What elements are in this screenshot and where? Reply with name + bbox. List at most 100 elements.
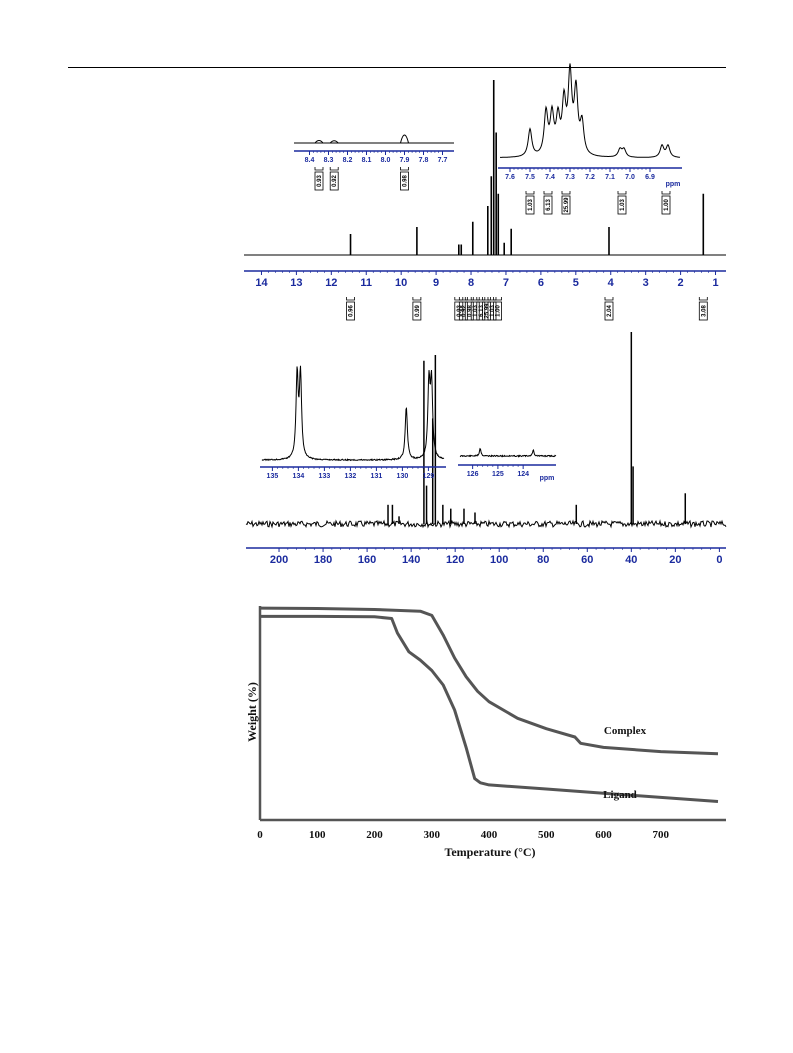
h-inset2-tick-label: 7.5 — [525, 174, 535, 181]
h-nmr-integral-box — [481, 301, 491, 321]
h-inset1-tick-label: 8.4 — [305, 157, 315, 164]
h-nmr-integral-box — [698, 301, 708, 321]
c-nmr-tick-label: 0 — [716, 554, 722, 566]
h-nmr-integral-box — [464, 301, 474, 321]
h-nmr-tick-label: 13 — [290, 277, 302, 289]
tga-tick-label: 400 — [481, 829, 498, 841]
c-inset2-trace — [459, 447, 557, 458]
h-inset1-bracket — [314, 167, 324, 171]
h-nmr-tick-label: 11 — [360, 277, 372, 289]
c-nmr-tick-label: 20 — [669, 554, 681, 566]
h-inset2-tick-label: 7.6 — [505, 174, 515, 181]
h-nmr-integral-label: 6.13 — [479, 305, 485, 317]
h-nmr-bracket — [470, 297, 480, 301]
h-nmr-tick-label: 8 — [468, 277, 474, 289]
h-inset2-tick-label: 7.2 — [585, 174, 595, 181]
c-inset1-tick-label: 129 — [423, 473, 435, 480]
h-inset2-integral-box — [617, 195, 627, 215]
c-inset2-tick-label: 125 — [492, 471, 504, 478]
h-nmr-bracket — [476, 297, 486, 301]
h-inset1-integral-box — [314, 171, 324, 191]
c-nmr-tick-label: 80 — [537, 554, 549, 566]
h-nmr-bracket — [454, 297, 464, 301]
h-inset2-unit: ppm — [666, 181, 681, 188]
tga-series-label: Ligand — [603, 789, 637, 801]
c-nmr-tick-label: 180 — [314, 554, 332, 566]
tga-tick-label: 0 — [257, 829, 263, 841]
h-nmr-integral-box — [454, 301, 464, 321]
h-nmr-bracket — [464, 297, 474, 301]
h-inset2-bracket — [543, 191, 553, 195]
tga-series-ligand — [260, 614, 719, 803]
h-nmr-tick-label: 5 — [573, 277, 579, 289]
h-inset1-integral-box — [329, 171, 339, 191]
h-nmr-integral-label: 3.08 — [701, 305, 707, 317]
h-inset2-tick-label: 7.0 — [625, 174, 635, 181]
h-nmr-bracket — [458, 297, 468, 301]
h-inset2-integral-label: 1.03 — [528, 199, 534, 211]
h-inset1-tick-label: 7.9 — [400, 157, 410, 164]
h-inset1-integral-label: 0.93 — [317, 175, 323, 187]
h-inset2-tick-label: 6.9 — [645, 174, 655, 181]
h-nmr-bracket — [604, 297, 614, 301]
h-nmr-tick-label: 9 — [433, 277, 439, 289]
h-nmr-integral-box — [458, 301, 468, 321]
h-inset2-integral-label: 6.13 — [546, 199, 552, 211]
c-inset1-tick-label: 132 — [345, 473, 357, 480]
tga-tick-label: 700 — [653, 829, 670, 841]
c-inset1-tick-label: 133 — [319, 473, 331, 480]
h-inset1-bracket — [400, 167, 409, 171]
h-nmr-bracket — [493, 297, 502, 301]
h-inset1-integral-label: 0.98 — [403, 175, 409, 187]
h-nmr-tick-label: 3 — [643, 277, 649, 289]
h-nmr-integral-label: 0.92 — [461, 305, 467, 317]
h-inset1-peak — [314, 140, 324, 144]
h-nmr-integral-box — [487, 301, 497, 321]
h-nmr-integral-label: 1.03 — [473, 305, 479, 317]
c-inset1-tick-label: 131 — [371, 473, 383, 480]
h-inset2-bracket — [617, 191, 627, 195]
c-inset1-tick-label: 130 — [397, 473, 409, 480]
c-nmr-tick-label: 100 — [490, 554, 508, 566]
h-nmr-integral-box — [476, 301, 486, 321]
tga-tick-label: 300 — [424, 829, 441, 841]
h-inset1-tick-label: 8.1 — [362, 157, 372, 164]
c-nmr-tick-label: 40 — [625, 554, 637, 566]
h-nmr-bracket — [481, 297, 491, 301]
h-nmr-bracket — [487, 297, 497, 301]
c-nmr-tick-label: 60 — [581, 554, 593, 566]
h-nmr-integral-label: 0.99 — [415, 305, 421, 317]
h-inset2-integral-label: 1.00 — [664, 199, 670, 211]
h-inset1-tick-label: 7.8 — [419, 157, 429, 164]
h-inset1-integral-box — [400, 171, 409, 191]
h-nmr-tick-label: 14 — [255, 277, 268, 289]
tga-tick-label: 600 — [595, 829, 612, 841]
h-inset2-tick-label: 7.1 — [605, 174, 615, 181]
h-inset2-integral-label: 1.03 — [620, 199, 626, 211]
h-nmr-integral-label: 0.96 — [349, 305, 355, 317]
h-inset2-bracket — [661, 191, 671, 195]
h-nmr-bracket — [698, 297, 708, 301]
h-inset2-integral-box — [543, 195, 553, 215]
c-nmr-tick-label: 140 — [402, 554, 420, 566]
tga-tick-label: 500 — [538, 829, 555, 841]
h-nmr-spectrum: 14 13 12 11 10 9 8 7 6 5 4 3 2 10.96 0.99 0.930.92 0.98 1… — [244, 63, 726, 321]
h-nmr-tick-label: 4 — [608, 277, 615, 289]
tga-series-label: Complex — [604, 725, 647, 737]
h-inset2-tick-label: 7.4 — [545, 174, 555, 181]
c-nmr-baseline-noise — [245, 519, 727, 529]
h-nmr-integral-label: 0.93 — [457, 305, 463, 317]
c-nmr-tick-label: 160 — [358, 554, 376, 566]
h-nmr-integral-label: 25.99 — [484, 303, 490, 319]
h-inset2-bracket — [525, 191, 535, 195]
h-inset2-trace — [500, 63, 681, 158]
tga-x-label: Temperature (°C) — [444, 845, 535, 859]
h-inset2-integral-box — [561, 195, 571, 215]
h-inset1-peak — [400, 134, 409, 144]
h-nmr-tick-label: 2 — [678, 277, 684, 289]
page-header-rule — [68, 67, 726, 68]
c-inset1-tick-label: 134 — [293, 473, 305, 480]
h-inset2-bracket — [561, 191, 571, 195]
c-inset2-unit: ppm — [540, 475, 555, 482]
